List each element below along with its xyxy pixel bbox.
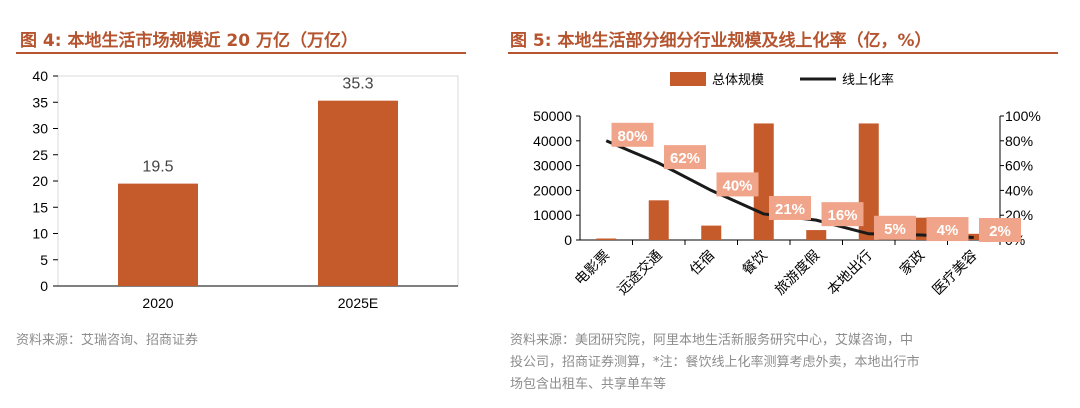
right-source-line: 场包含出租车、共享单车等 [510,377,667,392]
left-y-tick-label: 50000 [533,108,572,124]
y-tick-label: 35 [32,94,48,110]
x-category-label: 餐饮 [739,248,770,279]
x-category-label: 医疗美容 [929,247,981,299]
left-source-note: 资料来源：艾瑞咨询、招商证券 [16,333,199,348]
rate-data-label: 40% [722,177,752,194]
x-category-label: 电影票 [572,248,613,289]
left-y-tick-label: 0 [564,232,572,248]
right-source-line: 资料来源：美团研究院，阿里本地生活新服务研究中心，艾媒咨询，中 [510,333,914,348]
rate-label-box [664,145,706,170]
bar [648,200,669,240]
left-y-tick-label: 30000 [533,158,572,174]
rate-data-label: 80% [617,128,647,145]
left-y-tick-label: 40000 [533,133,572,149]
x-category-label: 旅游度假 [772,248,823,299]
bar [701,225,722,240]
left-bar-chart: 0 5 10 15 20 25 30 35 40 19.5 2020 35.3 2025E [32,68,459,311]
y-tick-label: 10 [32,226,48,242]
rate-data-label: 4% [937,222,959,239]
x-tick-label: 2020 [142,295,173,311]
y-tick-label: 30 [32,121,48,137]
x-category-label: 本地出行 [825,248,876,299]
y-tick-label: 15 [32,199,48,215]
bar [596,238,617,240]
rate-label-box [979,218,1021,242]
right-y-tick-label: 80% [1005,133,1033,149]
bar [858,123,879,240]
rate-data-label: 16% [827,207,857,224]
y-tick-label: 0 [40,278,48,294]
left-title-rule [16,52,466,54]
y-tick-label: 20 [32,173,48,189]
bar-data-label: 19.5 [142,159,173,176]
y-tick-label: 25 [32,147,48,163]
rate-label-box [926,217,969,242]
bar [806,230,827,240]
y-tick-label: 5 [40,252,48,268]
bar [118,183,198,286]
right-y-tick-label: 40% [1005,182,1033,198]
left-chart-title: 图 4: 本地生活市场规模近 20 万亿（万亿） [20,31,358,51]
rate-label-box [716,172,759,197]
legend-label: 总体规模 [712,73,764,88]
y-tick-label: 40 [32,68,48,84]
x-category-label: 家政 [896,247,928,279]
rate-label-box [769,195,811,220]
bar-data-label: 35.3 [342,76,373,93]
right-combo-chart: 总体规模线上化率010000200003000040000500000%20%4… [533,72,1041,298]
rate-data-label: 21% [775,201,805,218]
right-source-line: 投公司，招商证券测算，*注：餐饮线上化率测算考虑外卖，本地出行市 [510,355,920,370]
rate-data-label: 5% [884,221,906,238]
rate-label-box [821,202,864,227]
left-y-tick-label: 20000 [533,182,572,198]
x-category-label: 远途交通 [614,247,666,299]
right-y-tick-label: 100% [1005,108,1041,124]
x-category-label: 住宿 [686,247,718,279]
rate-label-box [611,122,654,147]
right-title-rule [508,52,1058,54]
rate-label-box [874,215,916,240]
bar [318,100,398,286]
right-y-tick-label: 60% [1005,158,1033,174]
right-source-note: 资料来源：美团研究院，阿里本地生活新服务研究中心，艾媒咨询，中 投公司，招商证券… [510,330,1070,396]
rate-data-label: 62% [670,150,700,167]
right-chart-title: 图 5: 本地生活部分细分行业规模及线上化率（亿，%） [510,31,932,51]
legend-label: 线上化率 [842,72,894,88]
rate-data-label: 2% [989,223,1011,240]
left-y-tick-label: 10000 [533,207,572,223]
legend-swatch-bar [670,72,706,86]
x-tick-label: 2025E [338,295,378,311]
